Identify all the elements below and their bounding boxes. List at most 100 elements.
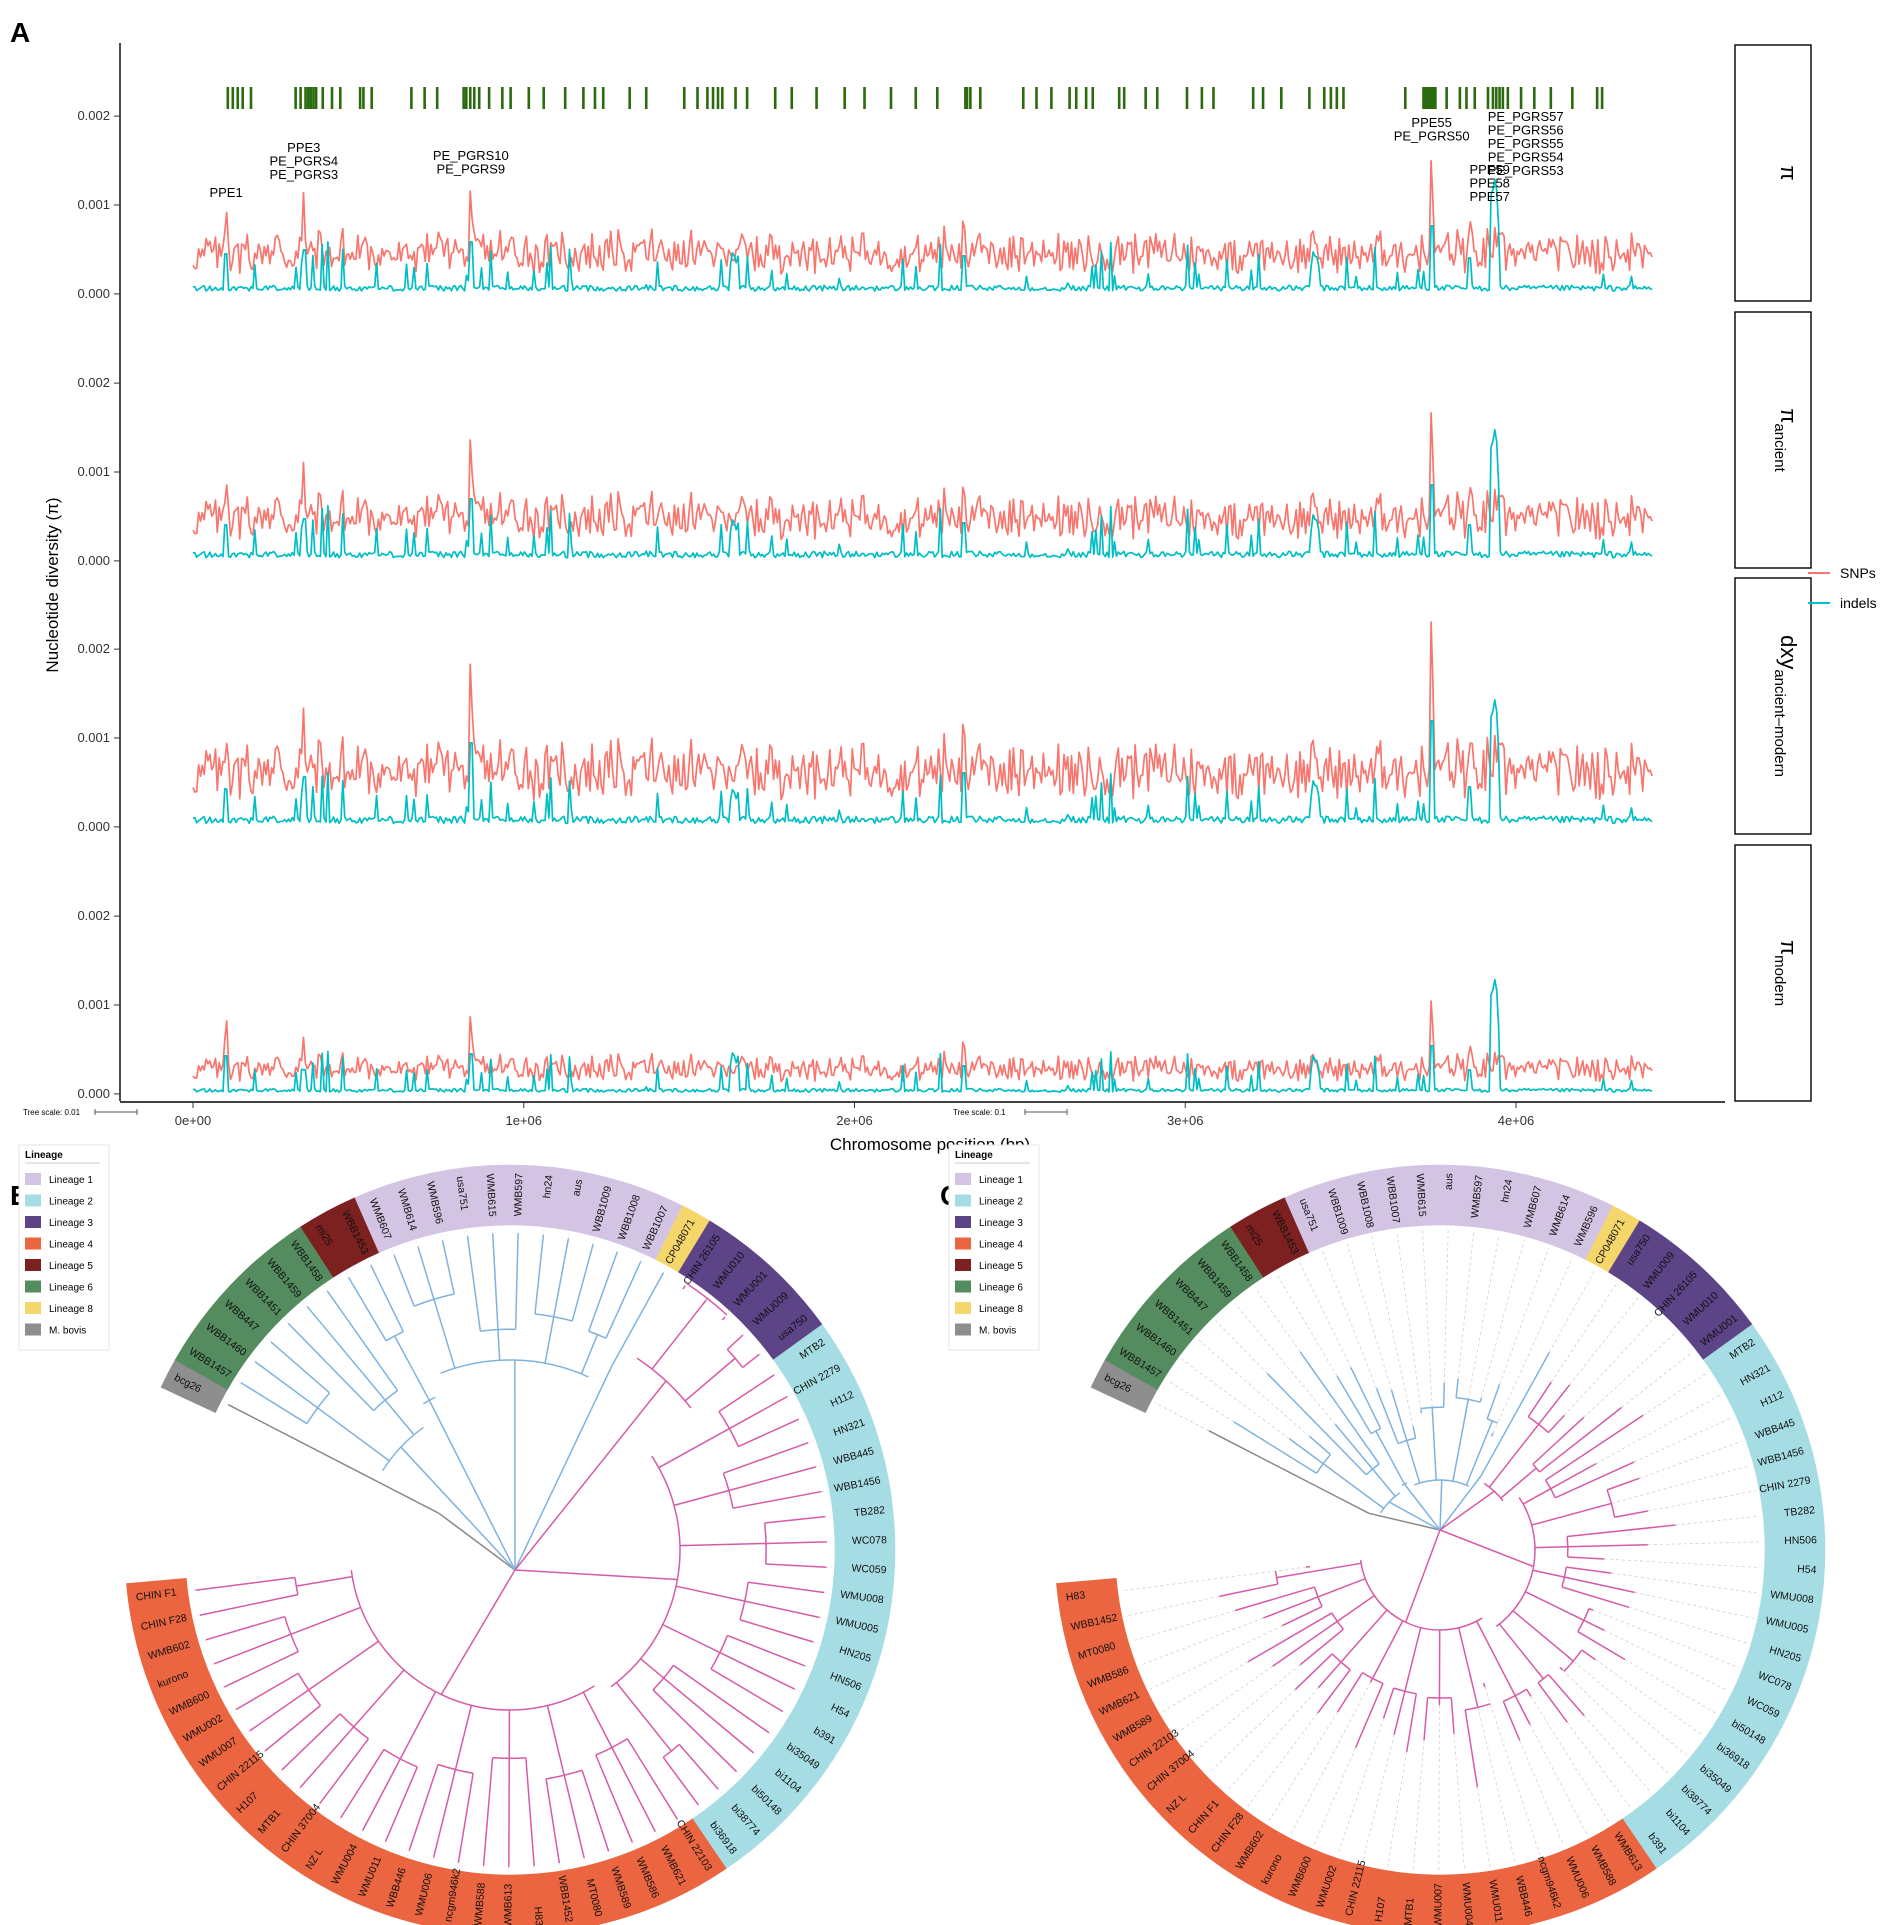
gene-tick: [1571, 87, 1574, 109]
gene-tick: [1021, 87, 1025, 109]
legend-swatch: [955, 1173, 971, 1185]
tree-branch: [1577, 1608, 1590, 1632]
tree-branch: [1527, 1416, 1549, 1434]
legend-swatch: [25, 1280, 41, 1293]
gene-tick: [1322, 87, 1326, 109]
tree-branch: [270, 1341, 331, 1394]
tree-branch: [1498, 1623, 1544, 1680]
gene-tick: [978, 87, 982, 109]
tree-branch: [317, 1407, 390, 1462]
tree-branch: [1567, 1556, 1605, 1560]
gene-annotation: PE_PGRS9: [437, 162, 506, 177]
tree-branch: [1404, 1529, 1441, 1623]
gene-tick: [1501, 87, 1505, 109]
leaf-guide-line: [277, 1769, 283, 1775]
tree-branch: [1567, 1543, 1648, 1548]
leaf-guide-line: [1470, 1677, 1516, 1863]
tree-branch: [1382, 1687, 1395, 1719]
gene-tick: [1519, 87, 1523, 109]
legend-swatch: [955, 1323, 971, 1336]
leaf-guide-line: [482, 1865, 484, 1872]
leaf-label: HN506: [1784, 1534, 1817, 1547]
leaf-guide-line: [1465, 1234, 1500, 1412]
tree-branch: [492, 1756, 526, 1760]
tree-branch: [326, 1290, 399, 1392]
leaf-guide-line: [1337, 1718, 1384, 1855]
leaf-guide-line: [1569, 1297, 1639, 1386]
leaf-guide-line: [774, 1371, 780, 1376]
tree-branch: [1469, 1673, 1472, 1678]
y-tick-label: 0.002: [77, 375, 110, 390]
leaf-guide-line: [608, 1851, 611, 1858]
legend-label: indels: [1840, 595, 1877, 611]
y-axis-title: Nucleotide diversity (π): [43, 497, 62, 672]
tree-branch: [1458, 1627, 1479, 1708]
leaf-guide-line: [1412, 1740, 1425, 1870]
leaf-guide-line: [543, 1228, 545, 1235]
leaf-label: hn24: [1499, 1178, 1515, 1203]
tree-branch: [595, 1754, 634, 1843]
tree-branch: [1427, 1696, 1452, 1699]
leaf-guide-line: [1530, 1696, 1610, 1823]
gene-tick: [582, 87, 585, 109]
leaf-label: WMU007: [1432, 1883, 1444, 1925]
tree-branch: [1315, 1454, 1331, 1474]
gene-annotation: PE_PGRS57: [1488, 109, 1564, 124]
gene-tick: [249, 87, 253, 109]
gene-tick: [435, 87, 439, 109]
snp-series-line: [192, 1000, 1653, 1083]
leaf-guide-line: [315, 1803, 321, 1809]
gene-tick: [358, 87, 362, 109]
tree-branch: [1544, 1479, 1556, 1499]
gene-tick: [1308, 87, 1311, 109]
leaf-label: H54: [1797, 1563, 1817, 1576]
leaf-label: WC078: [852, 1534, 887, 1547]
tree-branch: [1514, 1695, 1531, 1725]
gene-annotation: PE_PGRS3: [269, 167, 338, 182]
gene-tick: [236, 87, 240, 109]
tree-branch: [1354, 1683, 1384, 1748]
tree-branch: [399, 1691, 437, 1760]
tree-branch: [393, 1254, 415, 1307]
tree-branch: [299, 1726, 355, 1789]
tree-branch: [1490, 1432, 1494, 1437]
gene-tick: [965, 87, 969, 109]
gene-annotation: PE_PGRS10: [433, 148, 509, 163]
gene-tick: [321, 87, 325, 109]
tree-branch: [385, 1330, 404, 1342]
tree-branch: [1390, 1389, 1408, 1441]
leaf-guide-line: [1529, 1724, 1588, 1836]
legend-label: Lineage 2: [979, 1197, 1023, 1208]
tree-branch: [1414, 1479, 1470, 1487]
lineage-ring-segment: [1451, 1872, 1485, 1925]
gene-tick: [1342, 87, 1345, 109]
gene-tick: [1035, 87, 1038, 109]
tree-branch: [457, 1773, 474, 1863]
leaf-label: hn24: [541, 1174, 555, 1199]
leaf-guide-line: [303, 1301, 308, 1307]
tree-branch: [1455, 1378, 1459, 1398]
gene-tick: [593, 87, 597, 109]
gene-tick: [1600, 87, 1604, 109]
gene-tick: [1144, 87, 1147, 109]
tree-branch: [423, 1396, 436, 1405]
leaf-guide-line: [759, 1350, 765, 1355]
gene-tick: [462, 87, 465, 109]
gene-tick: [1473, 87, 1477, 109]
gene-tick: [309, 87, 313, 109]
leaf-guide-line: [337, 1817, 341, 1824]
leaf-guide-line: [1592, 1609, 1739, 1668]
x-tick-label: 4e+06: [1498, 1113, 1535, 1128]
tree-branch: [525, 1757, 535, 1867]
tree-branch: [223, 1650, 299, 1688]
leaf-guide-line: [583, 1858, 586, 1865]
lineage-ring-segment: [1362, 1867, 1401, 1925]
gene-tick: [1430, 87, 1433, 109]
tree-branch: [1547, 1414, 1565, 1434]
indel-series-line: [192, 699, 1653, 825]
tree-branch: [1515, 1352, 1550, 1414]
y-tick-label: 0.001: [77, 730, 110, 745]
legend-swatch: [25, 1237, 41, 1250]
gene-tick: [370, 87, 374, 109]
gene-annotation: PE_PGRS50: [1394, 129, 1470, 144]
